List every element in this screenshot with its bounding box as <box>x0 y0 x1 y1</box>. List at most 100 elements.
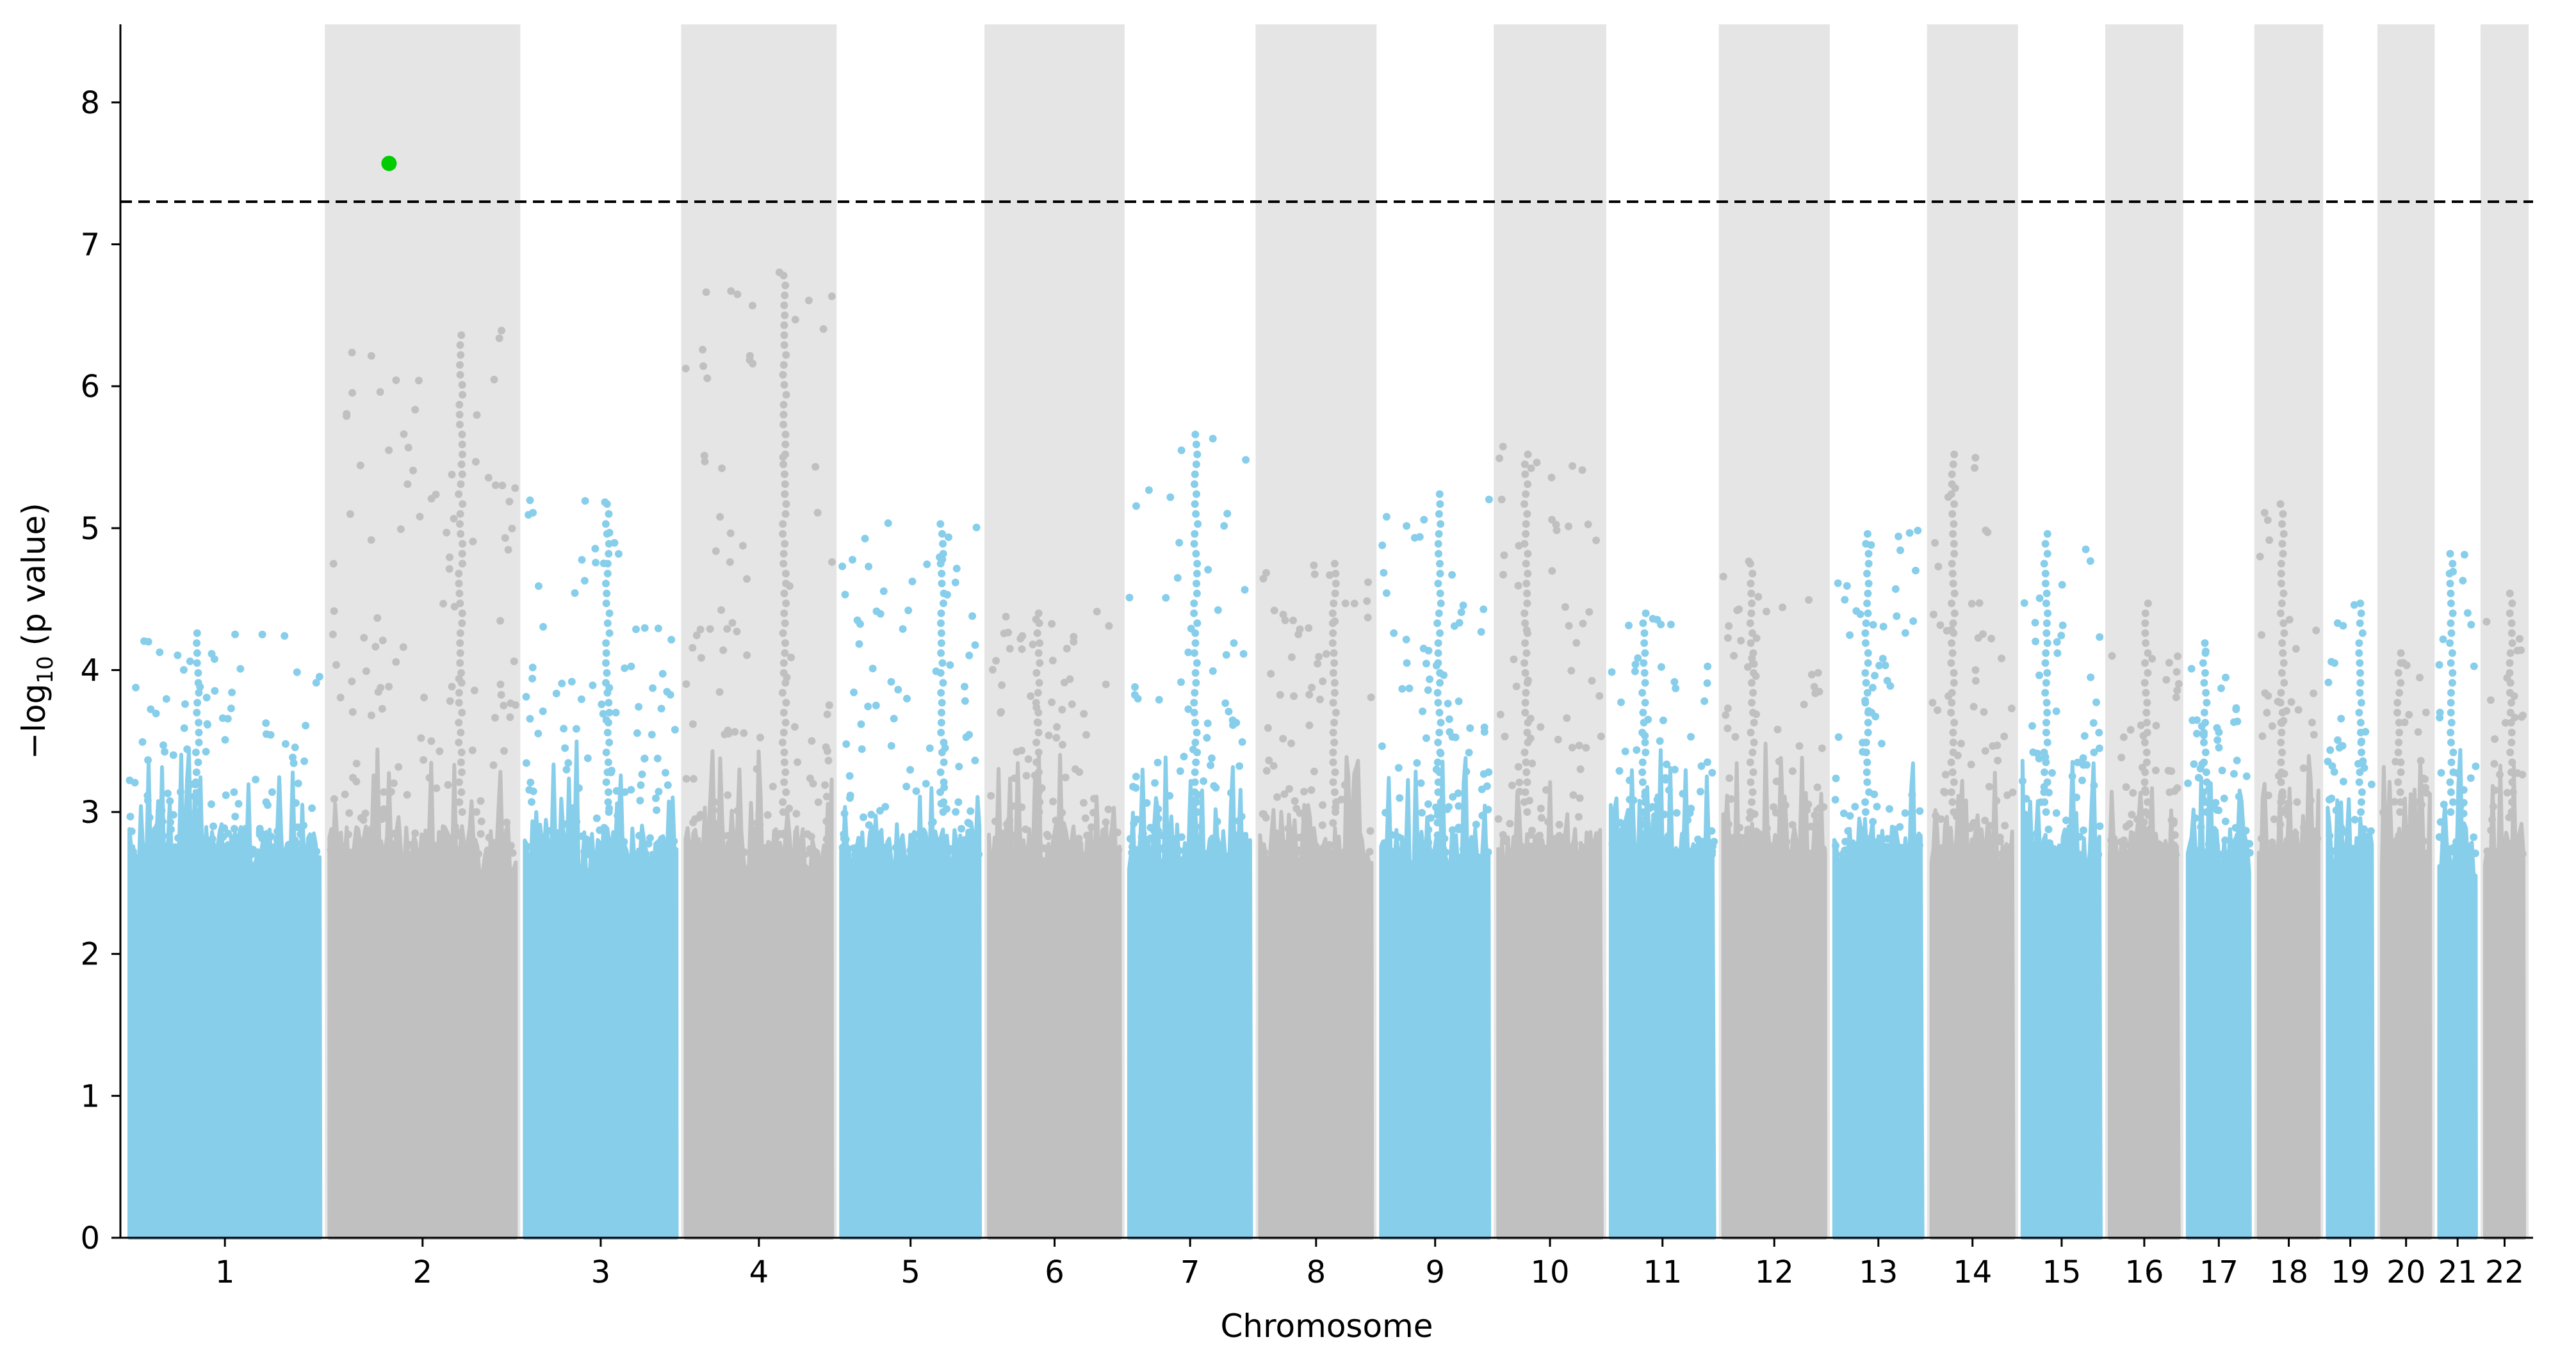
data-point <box>724 791 732 799</box>
data-point <box>2395 688 2404 697</box>
data-point <box>2332 806 2340 815</box>
data-point <box>2264 791 2272 800</box>
data-point <box>2506 659 2514 667</box>
data-point <box>457 788 466 797</box>
data-point <box>2358 749 2365 756</box>
data-point <box>780 381 788 389</box>
data-point <box>1366 827 1374 835</box>
chromosome-points-8 <box>1258 560 1375 1240</box>
data-point <box>867 811 876 819</box>
data-point <box>2483 847 2491 855</box>
data-point <box>2141 629 2149 637</box>
data-point <box>1310 561 1318 569</box>
data-point <box>1454 789 1462 797</box>
data-point <box>329 560 338 568</box>
data-point <box>420 756 428 764</box>
data-point <box>1341 781 1349 789</box>
data-point <box>2212 841 2221 850</box>
data-point <box>2447 599 2455 608</box>
data-point <box>561 833 569 841</box>
data-point <box>1289 616 1297 624</box>
data-point <box>145 813 154 822</box>
data-point <box>2449 768 2458 776</box>
data-point <box>1736 823 1744 832</box>
data-point <box>857 720 865 728</box>
data-point <box>348 677 356 686</box>
data-point <box>2445 569 2454 578</box>
chromosome-points-2 <box>327 327 519 1240</box>
data-point <box>2356 729 2365 736</box>
data-point <box>1435 729 1444 736</box>
data-point <box>1747 580 1755 588</box>
data-point <box>195 738 203 747</box>
data-point <box>1436 589 1444 597</box>
data-point <box>726 529 735 537</box>
y-tick-label: 1 <box>80 1078 100 1114</box>
data-point <box>1413 759 1421 767</box>
data-point <box>1863 530 1871 538</box>
data-point <box>911 831 919 839</box>
data-point <box>1034 788 1043 797</box>
chromosome-points-22 <box>2482 589 2527 1240</box>
data-point <box>2213 724 2221 732</box>
data-point <box>457 331 466 339</box>
data-point <box>861 535 869 543</box>
data-point <box>1582 743 1590 752</box>
data-point <box>2201 718 2210 727</box>
data-point <box>1455 825 1463 834</box>
data-point <box>2122 783 2130 791</box>
data-point <box>1034 768 1043 776</box>
data-point <box>1639 708 1647 717</box>
data-point <box>1214 606 1222 614</box>
data-point <box>1077 850 1086 859</box>
data-point <box>1846 631 1854 639</box>
data-point <box>1576 765 1585 774</box>
data-point <box>1747 778 1755 786</box>
x-tick-label: 16 <box>2124 1254 2164 1290</box>
data-point <box>1962 850 1971 859</box>
data-point <box>1036 639 1044 647</box>
data-point <box>473 411 481 419</box>
data-point <box>2324 678 2333 686</box>
data-point <box>2446 639 2454 647</box>
data-point <box>406 841 414 849</box>
data-point <box>1455 697 1463 706</box>
data-point <box>1329 669 1337 677</box>
data-point <box>2200 738 2208 747</box>
data-point <box>997 709 1005 717</box>
data-point <box>1436 500 1444 508</box>
data-point <box>1150 827 1158 835</box>
data-point <box>336 850 345 859</box>
data-point <box>1863 778 1871 786</box>
data-point <box>204 720 211 729</box>
data-point <box>1398 685 1406 693</box>
data-point <box>505 498 514 506</box>
data-point <box>2041 659 2050 667</box>
chromosome-points-14 <box>1928 450 2017 1240</box>
data-point <box>603 560 612 568</box>
data-point <box>1073 845 1081 853</box>
data-point <box>1873 802 1881 811</box>
data-point <box>603 688 612 697</box>
data-point <box>1424 800 1432 808</box>
data-point <box>1866 834 1874 843</box>
data-point <box>1168 834 1177 843</box>
data-point <box>1190 540 1198 548</box>
data-point <box>477 797 485 805</box>
data-point <box>2279 530 2288 538</box>
data-point <box>456 341 464 349</box>
data-point <box>2212 799 2220 807</box>
data-point <box>2278 639 2287 647</box>
data-point <box>779 808 787 816</box>
data-point <box>992 656 1000 665</box>
data-point <box>1113 829 1121 836</box>
data-point <box>1640 659 1648 667</box>
data-point <box>526 496 534 505</box>
data-point <box>1330 599 1338 608</box>
data-point <box>1301 815 1309 823</box>
data-point <box>1522 530 1530 538</box>
data-point <box>1642 814 1650 822</box>
data-point <box>1184 648 1193 656</box>
data-point <box>968 612 977 620</box>
data-point <box>589 681 597 690</box>
